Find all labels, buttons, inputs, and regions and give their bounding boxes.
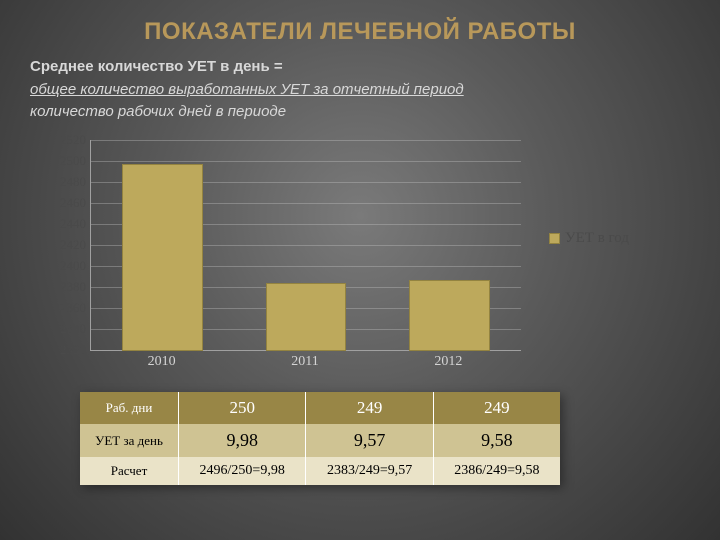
- y-tick-label: 2440: [40, 216, 86, 232]
- y-tick-label: 2520: [40, 132, 86, 148]
- table-cell: 249: [433, 392, 560, 424]
- table-cell: 2496/250=9,98: [179, 457, 306, 485]
- y-tick-label: 2400: [40, 258, 86, 274]
- chart-area: УЕТ в год 2320 2340 2360 2380 2400 2420 2440 24…: [40, 140, 680, 380]
- x-tick-label: 2012: [434, 354, 462, 370]
- chart-bar: [410, 281, 489, 350]
- row-header: Расчет: [80, 457, 179, 485]
- chart-legend: УЕТ в год: [550, 230, 629, 247]
- table-cell: 9,58: [433, 424, 560, 457]
- chart-plot: [90, 140, 521, 351]
- y-tick-label: 2340: [40, 321, 86, 337]
- table-cell: 2386/249=9,58: [433, 457, 560, 485]
- table-cell: 249: [306, 392, 433, 424]
- y-tick-label: 2480: [40, 174, 86, 190]
- table-row: Расчет 2496/250=9,98 2383/249=9,57 2386/…: [80, 457, 560, 485]
- table-cell: 9,98: [179, 424, 306, 457]
- table-cell: 2383/249=9,57: [306, 457, 433, 485]
- data-table: Раб. дни 250 249 249 УЕТ за день 9,98 9,…: [80, 392, 560, 485]
- row-header: Раб. дни: [80, 392, 179, 424]
- formula-line-3: количество рабочих дней в периоде: [30, 101, 464, 124]
- chart-bar: [267, 284, 346, 350]
- row-header: УЕТ за день: [80, 424, 179, 457]
- y-tick-label: 2360: [40, 300, 86, 316]
- table-row: УЕТ за день 9,98 9,57 9,58: [80, 424, 560, 457]
- formula-line-2: общее количество выработанных УЕТ за отч…: [30, 79, 464, 102]
- chart-bar: [123, 165, 202, 350]
- table-cell: 9,57: [306, 424, 433, 457]
- page-title: ПОКАЗАТЕЛИ ЛЕЧЕБНОЙ РАБОТЫ: [0, 0, 720, 46]
- table-cell: 250: [179, 392, 306, 424]
- grid-line: [91, 161, 521, 162]
- y-tick-label: 2380: [40, 279, 86, 295]
- x-tick-label: 2010: [148, 354, 176, 370]
- y-tick-label: 2460: [40, 195, 86, 211]
- grid-line: [91, 140, 521, 141]
- formula-block: Среднее количество УЕТ в день = общее ко…: [30, 56, 464, 124]
- legend-swatch-icon: [550, 234, 559, 243]
- formula-line-1: Среднее количество УЕТ в день =: [30, 56, 464, 79]
- y-tick-label: 2420: [40, 237, 86, 253]
- x-tick-label: 2011: [291, 354, 318, 370]
- legend-label: УЕТ в год: [565, 230, 629, 247]
- y-tick-label: 2500: [40, 153, 86, 169]
- y-tick-label: 2320: [40, 342, 86, 358]
- table-row: Раб. дни 250 249 249: [80, 392, 560, 424]
